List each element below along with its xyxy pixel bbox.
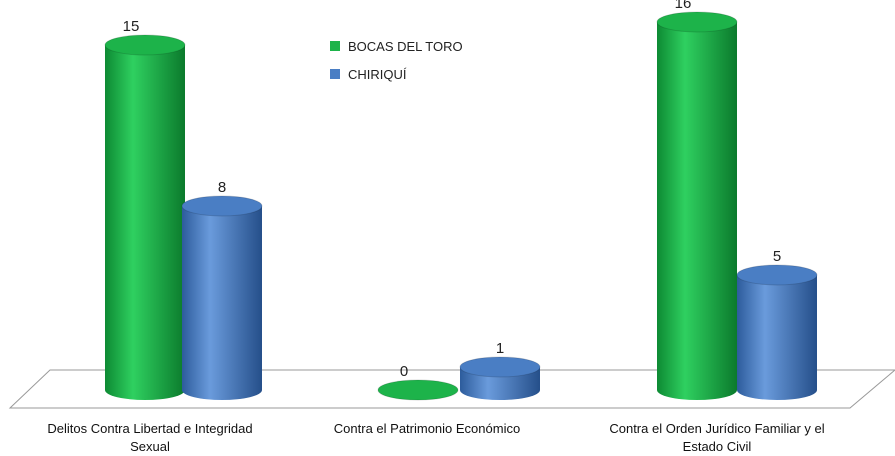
data-label: 0 — [400, 363, 408, 380]
bar-top — [104, 34, 186, 56]
bar-body — [737, 275, 817, 390]
bar-bottom — [182, 380, 262, 400]
data-label: 16 — [675, 0, 692, 12]
bar — [377, 379, 459, 401]
data-label: 1 — [496, 340, 504, 357]
bar-top — [181, 195, 263, 217]
bar-bottom — [460, 380, 540, 400]
bar-top — [459, 356, 541, 378]
data-label: 15 — [123, 18, 140, 35]
bar-body — [182, 206, 262, 390]
bar — [104, 34, 186, 400]
bar — [459, 356, 541, 400]
bar-top — [736, 264, 818, 286]
data-label: 5 — [773, 248, 781, 265]
data-label: 8 — [218, 179, 226, 196]
bar — [656, 11, 738, 400]
x-tick-label: Contra el Orden Jurídico Familiar y el E… — [609, 421, 825, 454]
bar — [181, 195, 263, 400]
legend-swatch — [330, 69, 340, 79]
bar-bottom — [657, 380, 737, 400]
bar-top — [377, 379, 459, 401]
x-tick-label: Delitos Contra Libertad e Integridad Sex… — [47, 421, 253, 454]
bar-body — [105, 45, 185, 390]
bar — [736, 264, 818, 400]
legend-label: BOCAS DEL TORO — [348, 39, 463, 54]
x-tick-label: Contra el Patrimonio Económico — [333, 421, 521, 436]
legend-label: CHIRIQUÍ — [348, 67, 407, 82]
legend-swatch — [330, 41, 340, 51]
bar-top — [656, 11, 738, 33]
bar-body — [657, 22, 737, 390]
bar-bottom — [105, 380, 185, 400]
bar-bottom — [737, 380, 817, 400]
